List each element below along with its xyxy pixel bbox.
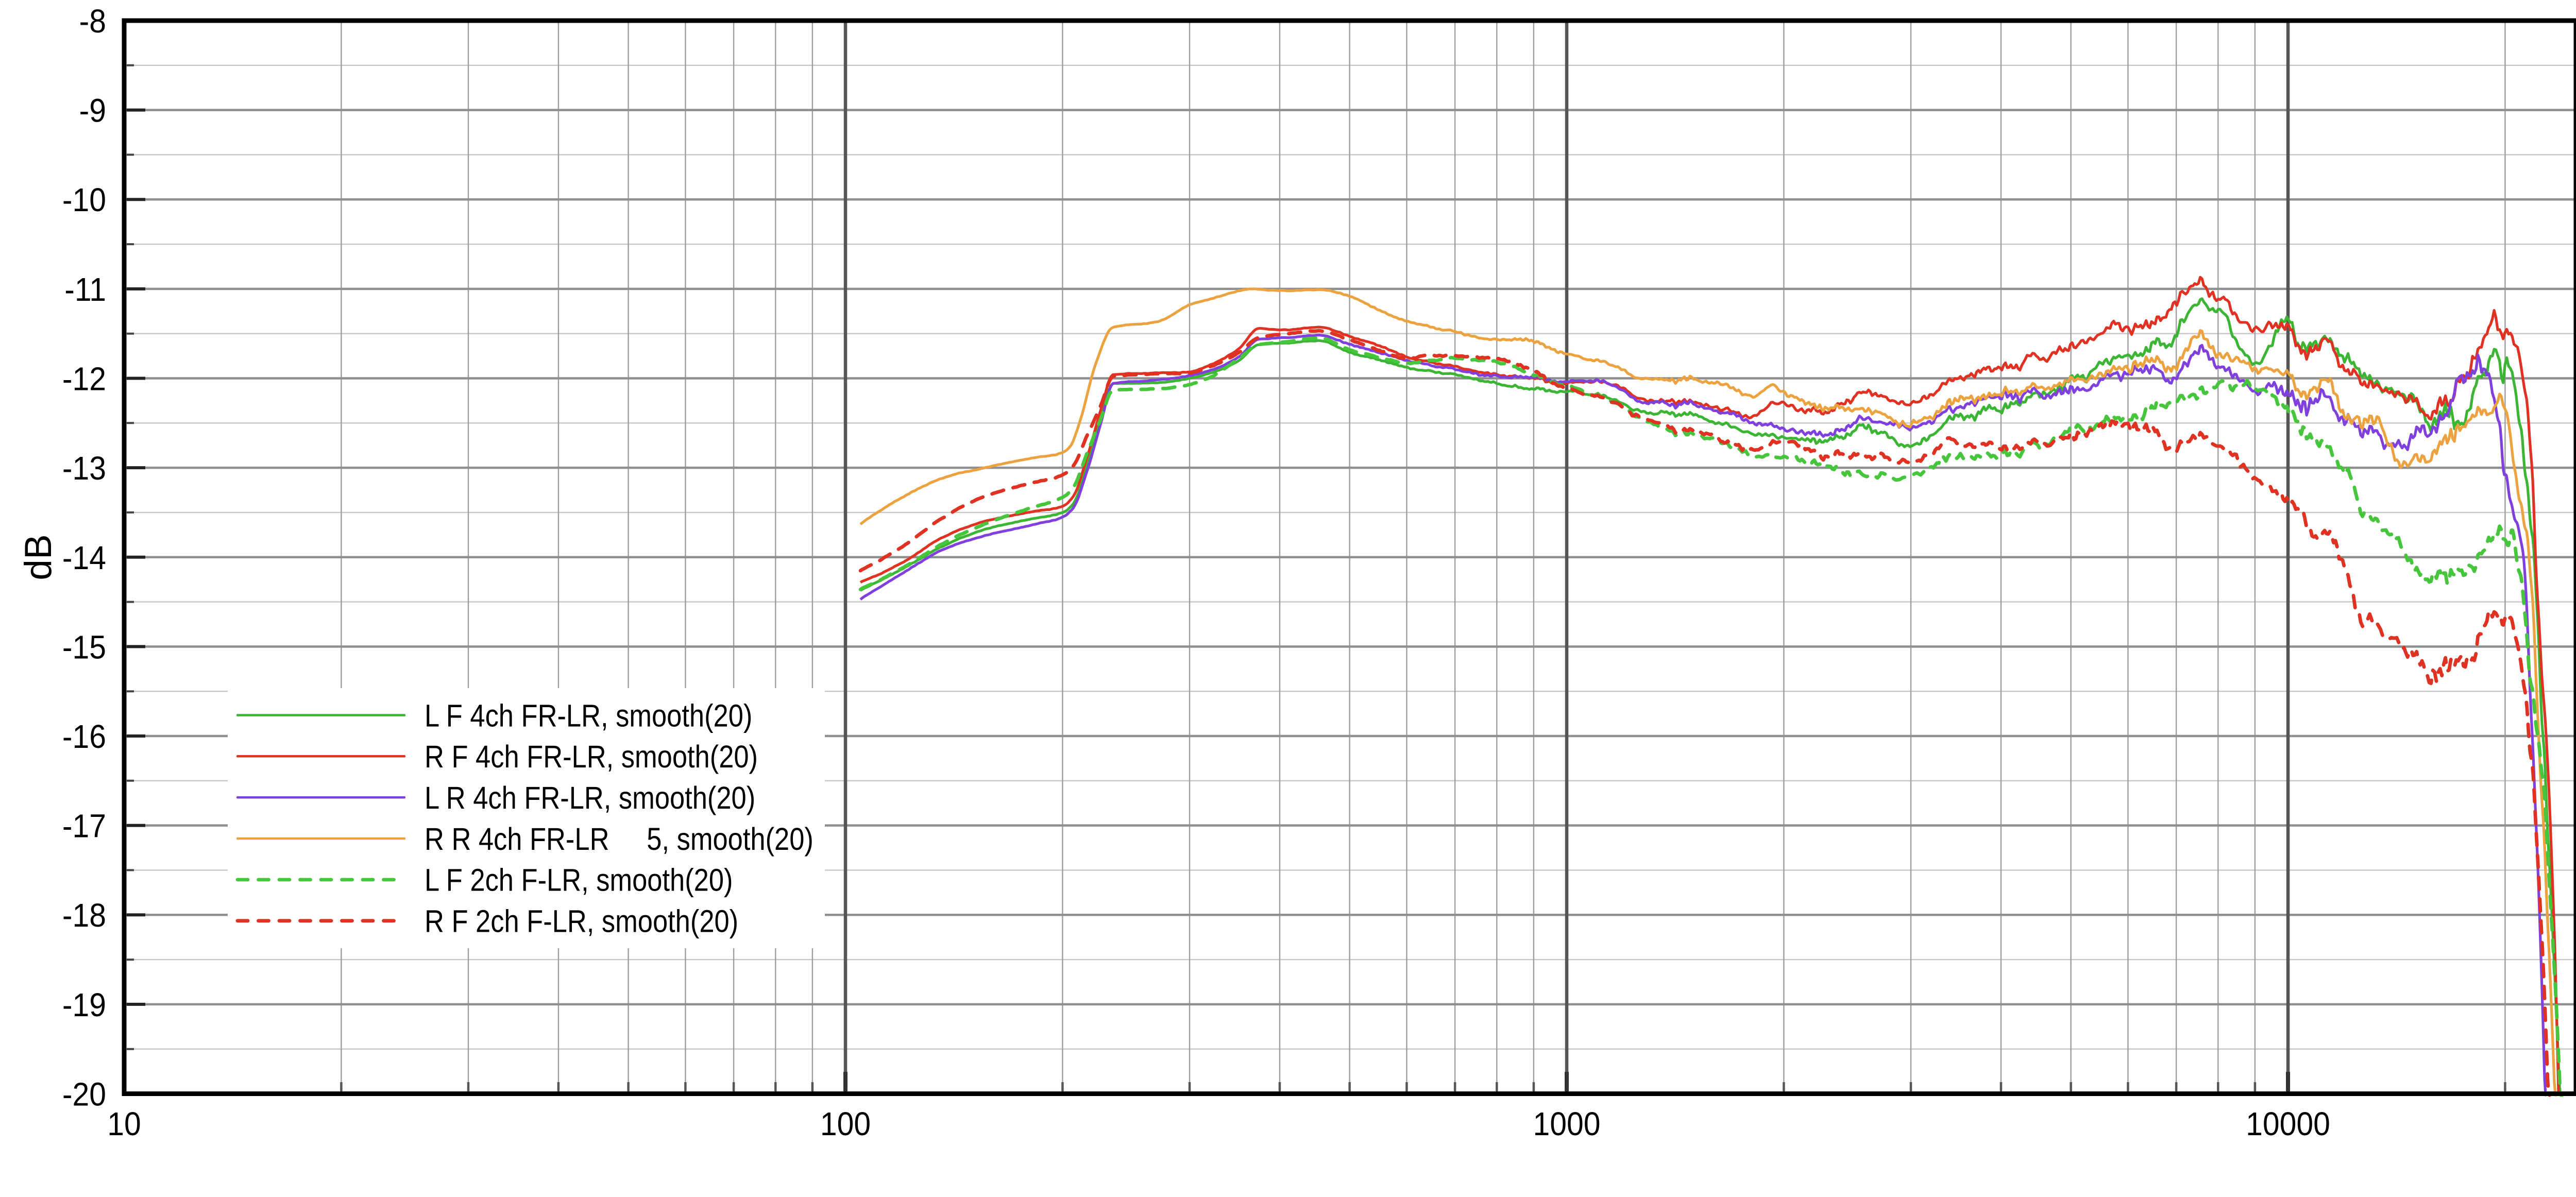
svg-text:1000: 1000 <box>1533 1106 1601 1143</box>
svg-text:-15: -15 <box>62 629 106 666</box>
svg-text:-9: -9 <box>79 92 106 129</box>
svg-text:-19: -19 <box>62 987 106 1024</box>
svg-text:R F 2ch F-LR, smooth(20): R F 2ch F-LR, smooth(20) <box>425 904 738 939</box>
svg-text:L R 4ch FR-LR, smooth(20): L R 4ch FR-LR, smooth(20) <box>425 780 755 816</box>
svg-text:-20: -20 <box>62 1076 106 1113</box>
svg-text:L F 4ch FR-LR, smooth(20): L F 4ch FR-LR, smooth(20) <box>425 698 752 734</box>
svg-text:-18: -18 <box>62 897 106 934</box>
svg-text:-13: -13 <box>62 450 106 487</box>
svg-text:-12: -12 <box>62 361 106 398</box>
svg-text:10000: 10000 <box>2246 1106 2330 1143</box>
svg-text:100: 100 <box>820 1106 871 1143</box>
svg-text:-16: -16 <box>62 719 106 756</box>
svg-text:dB: dB <box>18 534 59 580</box>
svg-text:R F 4ch FR-LR, smooth(20): R F 4ch FR-LR, smooth(20) <box>425 739 758 775</box>
svg-text:R R 4ch FR-LR 5, smooth(20: R R 4ch FR-LR 5, smooth(20) <box>425 822 814 857</box>
svg-text:-10: -10 <box>62 182 106 219</box>
svg-text:-14: -14 <box>62 540 106 577</box>
svg-text:-8: -8 <box>79 3 106 40</box>
svg-text:L F 2ch F-LR, smooth(20): L F 2ch F-LR, smooth(20) <box>425 863 733 898</box>
svg-text:10: 10 <box>107 1106 141 1143</box>
svg-text:-11: -11 <box>64 271 106 309</box>
svg-text:-17: -17 <box>62 808 106 845</box>
